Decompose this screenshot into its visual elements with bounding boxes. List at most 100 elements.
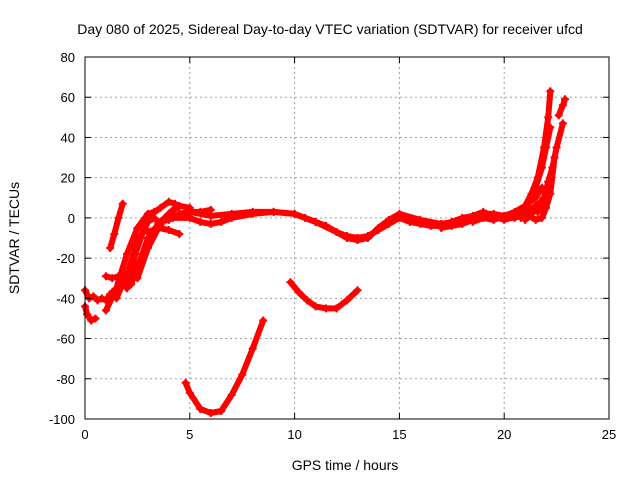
series-dip-arc-2 [287,279,361,312]
data-point [248,207,257,216]
data-point [311,217,320,226]
data-point [114,213,123,222]
data-point [206,211,215,220]
data-point [447,221,456,230]
data-point [110,229,119,238]
data-point [206,408,215,417]
data-point [363,234,372,242]
series-layer [81,87,569,417]
y-tick-label: 80 [61,50,75,65]
series-arc-10 [144,224,183,237]
data-point [531,183,540,192]
data-point [374,223,383,232]
data-point [554,111,563,120]
data-point [131,250,140,259]
y-tick-label: -100 [49,412,75,427]
y-tick-label: 40 [61,130,75,145]
data-point [127,280,136,289]
data-point [533,207,542,216]
y-tick-label: -40 [56,291,75,306]
data-point [196,404,205,413]
data-point [542,203,551,212]
plot-frame [84,56,610,420]
data-point [458,219,467,228]
data-point [311,302,320,311]
data-point [175,201,184,210]
data-point [322,304,331,313]
x-tick-label: 15 [392,427,406,442]
data-point [537,163,546,172]
data-point [353,236,362,245]
data-point [112,294,121,303]
data-point [169,213,178,222]
data-point [106,244,115,253]
data-point [87,316,96,325]
data-point [525,211,534,220]
data-point [143,227,152,236]
data-point [108,274,117,283]
data-point [544,113,553,122]
data-point [537,213,546,222]
data-point [560,95,569,104]
data-point [510,209,519,218]
y-tick-label: 20 [61,171,75,186]
data-point [148,209,157,218]
series-arc-4 [107,200,126,252]
y-tick-label: -60 [56,332,75,347]
data-point [269,207,278,216]
axis-ticks: 0 5 10 15 20 25 -100 -80 -60 -40 -20 0 20 40 60 80 [49,50,616,442]
series-dip-arc-1 [182,317,267,416]
data-point [552,143,561,152]
data-point [546,123,555,132]
data-point [185,388,194,397]
data-point [558,119,567,128]
data-point [122,284,131,293]
data-point [217,217,226,226]
y-axis-label: SDTVAR / TECUs [6,182,22,294]
data-point [531,215,540,224]
data-point [259,316,268,325]
data-point [196,217,205,226]
data-point [101,306,110,315]
data-point [489,215,498,224]
data-point [122,250,131,259]
data-point [521,215,530,224]
x-axis-label: GPS time / hours [292,457,399,473]
data-point [540,193,549,202]
x-tick-label: 5 [186,427,193,442]
series-arc-2 [82,303,99,324]
data-point [133,274,142,283]
data-point [546,87,555,96]
data-point [294,288,303,297]
data-point [83,310,92,319]
x-tick-label: 0 [81,427,88,442]
data-point [384,215,393,224]
data-point [118,199,127,208]
data-point [468,217,477,226]
y-tick-label: -20 [56,251,75,266]
data-point [97,294,106,303]
data-point [227,390,236,399]
x-tick-label: 25 [602,427,616,442]
data-point [343,296,351,305]
data-point [332,227,341,236]
chart-title: Day 080 of 2025, Sidereal Day-to-day VTE… [77,21,583,37]
x-tick-label: 10 [287,427,301,442]
y-tick-label: 60 [61,90,75,105]
data-point [525,197,534,206]
data-point [175,229,184,238]
data-point [164,225,173,234]
data-point [89,292,98,301]
data-point [217,406,226,415]
y-tick-label: -80 [56,372,75,387]
data-point [154,217,163,226]
data-point [558,101,567,110]
data-point [93,296,102,305]
y-tick-label: 0 [68,211,75,226]
data-point [185,207,194,216]
data-point [238,370,247,379]
data-point [546,173,555,182]
data-point [206,219,215,228]
data-point [303,296,312,305]
